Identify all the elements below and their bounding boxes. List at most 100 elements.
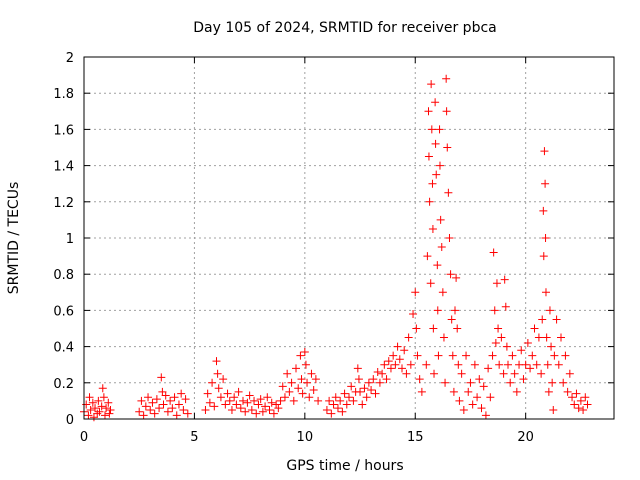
data-point [464,387,473,396]
data-point [314,396,323,405]
data-point [148,398,157,407]
data-point [309,386,318,395]
data-point [82,400,91,409]
data-point [541,234,550,242]
data-point [205,398,214,407]
data-point [263,393,272,402]
data-point [179,405,188,414]
data-point [539,206,548,215]
data-point [412,324,421,333]
y-tick-label: 0.6 [53,304,74,319]
data-point [91,404,100,413]
data-point [301,360,310,369]
data-point [446,270,455,279]
data-point [208,378,217,387]
data-point [98,384,107,393]
data-point [100,411,109,420]
data-point [300,348,309,357]
data-point [542,333,551,342]
data-point [574,404,583,413]
data-point [534,333,543,342]
data-point [557,333,565,342]
data-point [146,405,155,414]
data-point [303,378,312,387]
data-point [576,396,585,405]
y-tick-label: 1.2 [53,196,74,211]
data-point [354,375,363,384]
data-point [430,369,439,378]
data-point [468,400,477,409]
data-point [479,382,488,391]
data-point [234,387,243,396]
data-point [353,364,362,373]
data-point [150,409,159,418]
y-tick-label: 0.4 [53,341,74,356]
data-point [406,360,415,369]
data-point [475,375,484,384]
data-point [502,342,511,351]
data-point [375,378,384,387]
data-point [398,364,406,373]
data-point [432,170,441,179]
chart-title: Day 105 of 2024, SRMTID for receiver pbc… [193,20,496,36]
data-point [289,396,298,405]
data-point [437,243,446,252]
data-point [265,405,274,414]
data-point [245,391,254,400]
data-point [283,369,292,378]
data-point [333,404,342,413]
data-point [183,409,192,418]
data-point [451,306,459,315]
data-point [570,400,579,409]
data-point [99,393,108,402]
data-point [177,389,186,398]
data-point [155,404,164,413]
data-point [225,396,234,405]
data-point [512,387,521,396]
data-point [236,404,245,413]
x-tick-label: 20 [517,430,534,445]
data-point [152,395,161,404]
data-point [436,215,445,224]
data-point [519,375,528,384]
data-point [424,152,433,161]
data-point [345,393,353,402]
data-point [298,389,307,398]
data-point [307,369,316,378]
data-point [88,398,97,407]
data-point [243,398,252,407]
data-point [331,393,340,402]
y-axis-label: SRMTID / TECUs [6,182,22,295]
data-point [342,400,351,409]
data-point [448,351,457,360]
data-point [170,393,179,402]
data-point [269,409,278,418]
data-point [327,409,336,418]
data-point [500,275,509,284]
data-point [360,384,369,393]
data-point [453,324,462,333]
y-tick-label: 2 [66,51,74,66]
data-point [311,375,320,384]
data-point [158,387,167,396]
data-point [508,351,517,360]
grid [84,57,614,419]
data-point [552,315,561,324]
data-point [431,98,440,107]
data-point [241,407,250,416]
data-point [395,355,404,364]
data-point [427,125,436,134]
data-point [212,357,221,366]
data-point [219,375,228,384]
data-point [488,351,497,360]
data-point [548,378,557,387]
data-point [404,333,413,342]
data-point [492,279,501,288]
data-point [161,391,170,400]
data-point [510,369,519,378]
data-point [499,369,508,378]
data-point [454,360,463,369]
data-point [347,382,356,391]
data-point [93,409,102,418]
data-point [539,252,548,261]
